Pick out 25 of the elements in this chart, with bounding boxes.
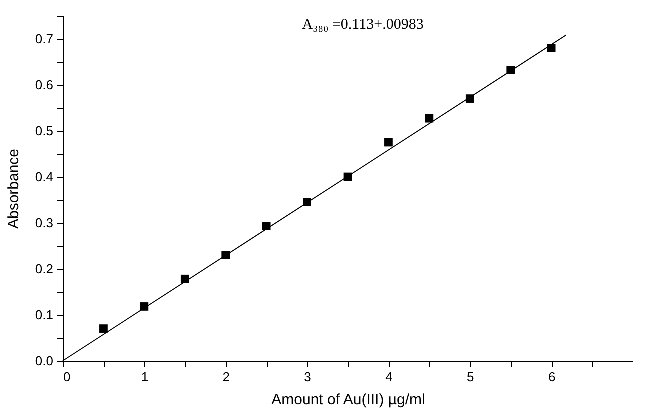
- point: [140, 302, 149, 311]
- point: [425, 114, 434, 123]
- x-axis-title: Amount of Au(III) µg/ml: [272, 392, 426, 408]
- y-tick-label: 0.3: [35, 216, 54, 230]
- y-axis-title: Absorbance: [5, 148, 22, 230]
- y-tick-label: 0.5: [35, 124, 54, 138]
- x-tick-label: 3: [304, 370, 312, 384]
- x-tick-label: 5: [467, 370, 474, 384]
- point: [100, 324, 108, 333]
- y-tick-label: 0.1: [35, 308, 54, 322]
- point: [384, 138, 393, 147]
- y-tick-label: 0.4: [35, 170, 54, 184]
- x-tick-label: 1: [141, 370, 149, 384]
- x-tick-label: 4: [386, 370, 393, 384]
- y-tick-label: 0.6: [35, 78, 54, 92]
- point: [262, 222, 271, 230]
- x-tick-label: 2: [222, 370, 230, 384]
- x-tick-label: 6: [548, 370, 556, 384]
- x-tick-label: 0: [64, 370, 71, 384]
- point: [547, 44, 556, 52]
- annotation: A₃₈₀ =0.113+.00983: [302, 17, 424, 33]
- point: [180, 274, 190, 284]
- y-tick-label: 0.0: [35, 354, 54, 368]
- y-tick-label: 0.2: [35, 262, 54, 276]
- y-tick-label: 0.7: [35, 32, 54, 46]
